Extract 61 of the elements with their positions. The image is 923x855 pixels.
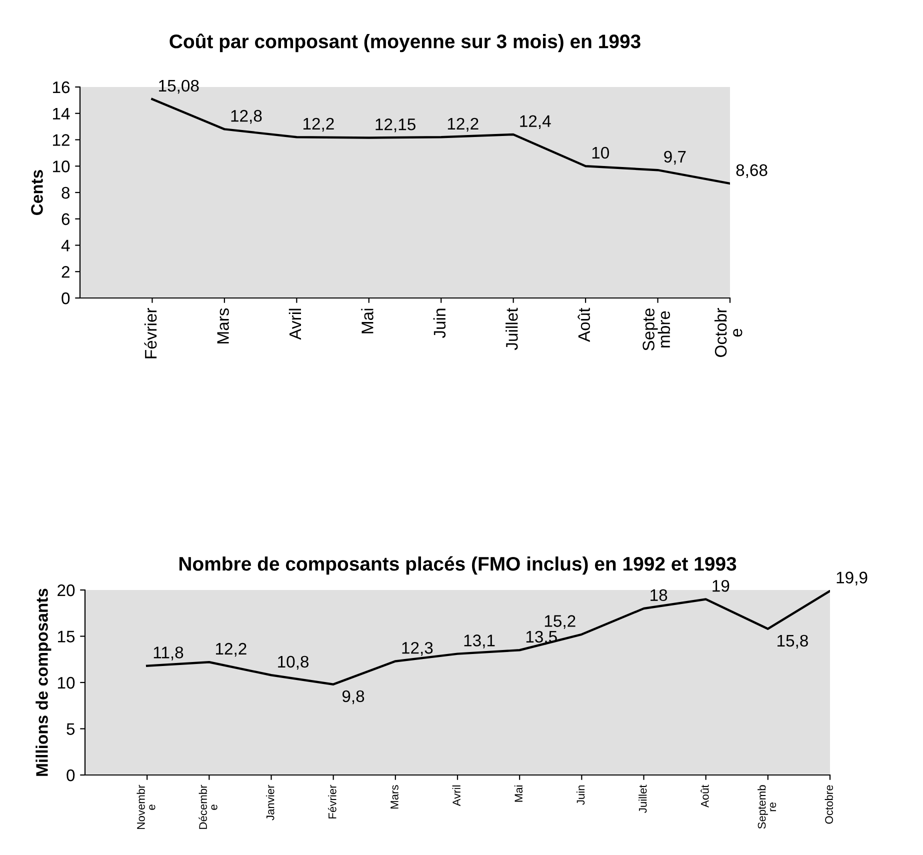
x-tick-label: Février	[144, 308, 157, 358]
x-tick-label: Juillet	[638, 784, 647, 813]
data-label: 12,2	[216, 642, 246, 657]
data-label: 12,2	[303, 118, 334, 132]
y-tick-label: 12	[53, 134, 70, 146]
data-label: 12,8	[231, 110, 262, 124]
x-tick-label: Juin	[576, 785, 585, 805]
y-tick-label: 8	[62, 186, 70, 199]
data-label: 12,4	[520, 115, 551, 129]
x-tick-label: Février	[328, 784, 336, 818]
data-label: 19	[712, 580, 730, 592]
chart-title: Nombre de composants placés (FMO inclus) en 1992 et 1993	[179, 556, 736, 575]
y-tick-label: 2	[62, 266, 70, 278]
data-label: 10	[592, 146, 609, 159]
data-label: 13,1	[464, 634, 495, 648]
x-tick-label: Septe mbre	[642, 308, 670, 351]
data-label: 9,8	[342, 690, 364, 704]
x-tick-label: Janvier	[266, 784, 274, 820]
data-label: 18	[650, 589, 668, 602]
data-label: 15,08	[159, 80, 199, 94]
x-tick-label: Juin	[433, 308, 446, 338]
data-label: 15,8	[778, 634, 808, 649]
x-tick-label: Octobr e	[714, 308, 742, 357]
x-tick-label: Août	[700, 784, 709, 808]
data-label: 15,2	[544, 615, 576, 629]
x-tick-label: Septemb re	[758, 785, 776, 829]
x-tick-label: Octobre	[824, 785, 833, 824]
line-series	[151, 98, 730, 185]
x-tick-label: Août	[578, 308, 590, 342]
data-label: 10,8	[278, 656, 309, 670]
x-tick-label: Avril	[288, 308, 301, 340]
y-tick-label: 6	[62, 213, 70, 226]
chart-title: Coût par composant (moyenne sur 3 mois) en 1993	[170, 34, 640, 52]
data-label: 12,15	[376, 118, 416, 132]
y-tick-label: 10	[58, 676, 75, 689]
data-label: 8,68	[736, 164, 768, 178]
y-tick-label: 0	[62, 292, 70, 304]
x-tick-label: Mai	[361, 308, 374, 334]
x-tick-label: Décembr e	[198, 784, 218, 829]
x-tick-label: Mars	[217, 308, 229, 344]
y-tick-label: 20	[58, 584, 75, 596]
data-label: 19,9	[836, 572, 868, 586]
y-axis-title: Millions de composants	[36, 588, 52, 776]
y-axis-title: Cents	[31, 170, 43, 215]
data-label: 12,3	[402, 642, 433, 656]
y-tick-label: 15	[58, 630, 75, 642]
x-tick-label: Mai	[514, 785, 523, 802]
line-series	[146, 590, 830, 686]
y-tick-label: 4	[61, 240, 70, 252]
data-label: 9,7	[664, 150, 686, 165]
y-tick-label: 0	[66, 769, 75, 782]
y-tick-label: 14	[53, 108, 70, 120]
y-tick-label: 5	[66, 723, 75, 735]
y-tick-label: 16	[53, 81, 70, 94]
x-tick-label: Avril	[452, 785, 460, 806]
data-label: 12,2	[448, 118, 478, 132]
x-tick-label: Novembr e	[136, 784, 156, 829]
data-label: 11,8	[154, 646, 184, 660]
x-tick-label: Mars	[390, 785, 398, 808]
x-tick-label: Juillet	[506, 308, 518, 350]
y-tick-label: 10	[53, 160, 70, 172]
